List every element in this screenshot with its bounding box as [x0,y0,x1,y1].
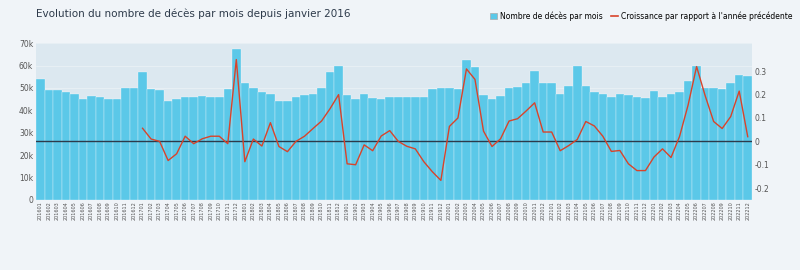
Bar [155,90,164,200]
Bar [190,97,198,200]
Bar [607,97,616,200]
Bar [650,91,658,200]
Bar [266,93,274,200]
Bar [402,97,411,200]
Bar [582,86,590,200]
Bar [45,90,53,200]
Bar [104,99,113,200]
Bar [334,66,343,200]
Bar [351,99,360,200]
Bar [36,79,45,200]
Bar [249,88,258,200]
Bar [70,93,78,200]
Bar [360,93,369,200]
Bar [283,101,292,200]
Bar [462,60,470,200]
Bar [470,67,479,200]
Bar [215,97,223,200]
Bar [377,99,386,200]
Text: Evolution du nombre de décès par mois depuis janvier 2016: Evolution du nombre de décès par mois de… [36,8,350,19]
Bar [258,92,266,200]
Bar [488,99,496,200]
Bar [598,93,607,200]
Bar [590,92,598,200]
Bar [274,101,283,200]
Bar [326,72,334,200]
Bar [658,97,666,200]
Bar [718,89,726,200]
Bar [53,90,62,200]
Bar [479,95,488,200]
Bar [445,88,454,200]
Bar [496,96,505,200]
Bar [300,95,309,200]
Bar [78,99,87,200]
Bar [530,71,539,200]
Bar [641,98,650,200]
Legend: Nombre de décès par mois, Croissance par rapport à l'année précédente: Nombre de décès par mois, Croissance par… [486,8,796,24]
Bar [318,88,326,200]
Bar [735,75,743,200]
Bar [419,97,428,200]
Bar [743,76,752,200]
Bar [624,95,633,200]
Bar [130,88,138,200]
Bar [573,66,582,200]
Bar [147,89,155,200]
Bar [138,72,147,200]
Bar [692,66,701,200]
Bar [241,83,249,200]
Bar [206,97,215,200]
Bar [113,99,122,200]
Bar [547,83,556,200]
Bar [232,49,241,200]
Bar [292,97,300,200]
Bar [726,83,735,200]
Bar [675,92,684,200]
Bar [411,97,419,200]
Bar [198,96,206,200]
Bar [343,95,351,200]
Bar [565,86,573,200]
Bar [633,97,641,200]
Bar [701,88,710,200]
Bar [505,88,514,200]
Bar [62,92,70,200]
Bar [386,97,394,200]
Bar [309,93,318,200]
Bar [164,101,172,200]
Bar [616,93,624,200]
Bar [223,89,232,200]
Bar [394,97,402,200]
Bar [454,89,462,200]
Bar [87,96,96,200]
Bar [514,87,522,200]
Bar [666,93,675,200]
Bar [96,97,104,200]
Bar [556,93,565,200]
Bar [122,88,130,200]
Bar [369,98,377,200]
Bar [428,89,437,200]
Bar [710,88,718,200]
Bar [522,83,530,200]
Bar [437,88,445,200]
Bar [172,99,181,200]
Bar [539,83,547,200]
Bar [684,81,692,200]
Bar [181,97,190,200]
